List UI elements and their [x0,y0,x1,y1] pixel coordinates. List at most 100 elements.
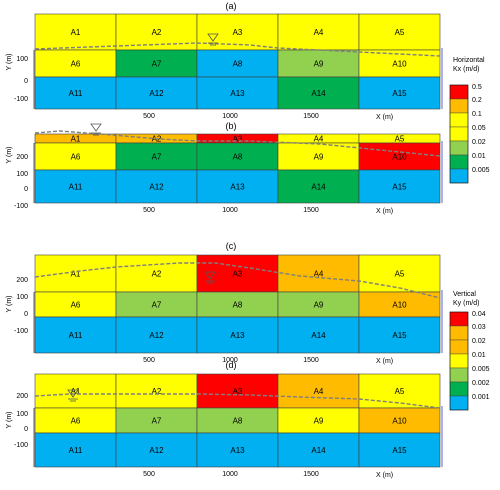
zone-cell [115,169,198,204]
water-table-icon [204,271,216,280]
y-tick-label: 100 [16,294,28,301]
legend-subtitle: Ky (m/d) [453,300,479,307]
zone-cell [196,432,279,468]
legend-title: Horizontal [453,57,485,64]
water-table-line [34,393,441,409]
legend-label: 0.02 [472,338,486,345]
panel-a: (a) A1 A2 A3 A4 A5 A6 A7 A8 A9 A10 A11 A12 A13 A14 A15 1… [6,1,443,121]
zone-label: A10 [392,153,407,162]
zone-label: A1 [71,28,81,37]
zone-label: A3 [233,387,243,396]
zone-label: A12 [149,446,164,455]
water-table-icon [207,33,219,42]
zone-label: A11 [69,331,83,340]
panel-label: (b) [226,121,237,131]
x-axis-title: X (m) [376,114,393,121]
zone-cell [34,407,117,434]
zone-label: A1 [71,270,81,279]
zone-cell [358,407,441,434]
legend-label: 0.005 [472,366,490,373]
zone-label: A5 [395,28,405,37]
zone-cell [196,373,279,409]
legend-swatch [449,168,469,184]
zone-label: A2 [152,387,162,396]
zone-cell [115,254,198,293]
y-tick-label: 100 [16,171,28,178]
x-tick-label: 1500 [303,113,319,120]
x-tick-label: 1000 [222,113,238,120]
x-tick-label: 500 [143,471,155,478]
zone-label: A12 [149,331,164,340]
legend-swatch [449,112,469,128]
legend-label: 0.2 [472,97,482,104]
legend-label: 0.02 [472,139,486,146]
legend-swatch [449,325,469,341]
zone-cell [115,432,198,468]
zone-cell [277,169,360,204]
legend-label: 0.001 [472,394,490,401]
zone-label: A6 [71,153,81,162]
zone-label: A3 [233,135,243,144]
zone-cell [34,291,117,318]
legend-swatch [449,353,469,369]
zone-label: A8 [233,153,243,162]
panel-label: (a) [226,1,237,11]
zone-label: A4 [314,135,324,144]
x-axis-title: X (m) [376,208,393,215]
zone-label: A13 [230,183,245,192]
legend-swatch [449,367,469,383]
legend-label: 0.5 [472,84,482,91]
legend-title: Vertical [453,291,476,298]
zone-cell [196,142,279,171]
x-tick-label: 1500 [303,357,319,364]
legend-frame [449,311,469,411]
zone-cell [196,291,279,318]
zone-label: A5 [395,270,405,279]
panel-label: (d) [226,360,237,370]
zone-cell [277,254,360,293]
zone-label: A4 [314,270,324,279]
zone-label: A2 [152,28,162,37]
zone-cell [115,407,198,434]
zone-label: A13 [230,89,245,98]
zone-cell [34,373,117,409]
zone-label: A6 [71,417,81,426]
zone-label: A14 [311,331,326,340]
legend-label: 0.01 [472,352,486,359]
zone-label: A11 [69,446,83,455]
zone-cell [358,254,441,293]
zone-label: A9 [314,60,324,69]
zone-cell [115,373,198,409]
zone-cell [277,291,360,318]
x-tick-label: 500 [143,113,155,120]
legend-label: 0.03 [472,324,486,331]
zone-label: A10 [392,417,407,426]
x-tick-label: 500 [143,357,155,364]
zone-cell [34,13,117,51]
zone-cell [277,432,360,468]
zone-label: A11 [69,89,83,98]
x-tick-label: 1500 [303,471,319,478]
zone-label: A8 [233,417,243,426]
zone-label: A15 [392,89,407,98]
zone-label: A15 [392,331,407,340]
zone-cell [358,49,441,78]
zone-label: A7 [152,417,162,426]
zone-label: A4 [314,387,324,396]
y-tick-label: -100 [14,203,28,210]
zone-cell [196,169,279,204]
y-tick-label: 200 [16,154,28,161]
legend-swatch [449,84,469,100]
zone-cell [196,76,279,110]
x-tick-label: 1000 [222,207,238,214]
y-axis-title: Y (m) [6,412,13,429]
zone-cell [196,316,279,354]
zone-cell [358,169,441,204]
x-axis-title: X (m) [376,472,393,479]
y-tick-label: 0 [24,311,28,318]
zone-label: A4 [314,28,324,37]
y-tick-label: -100 [14,96,28,103]
x-tick-label: 500 [143,207,155,214]
y-axis-title: Y (m) [6,54,13,71]
